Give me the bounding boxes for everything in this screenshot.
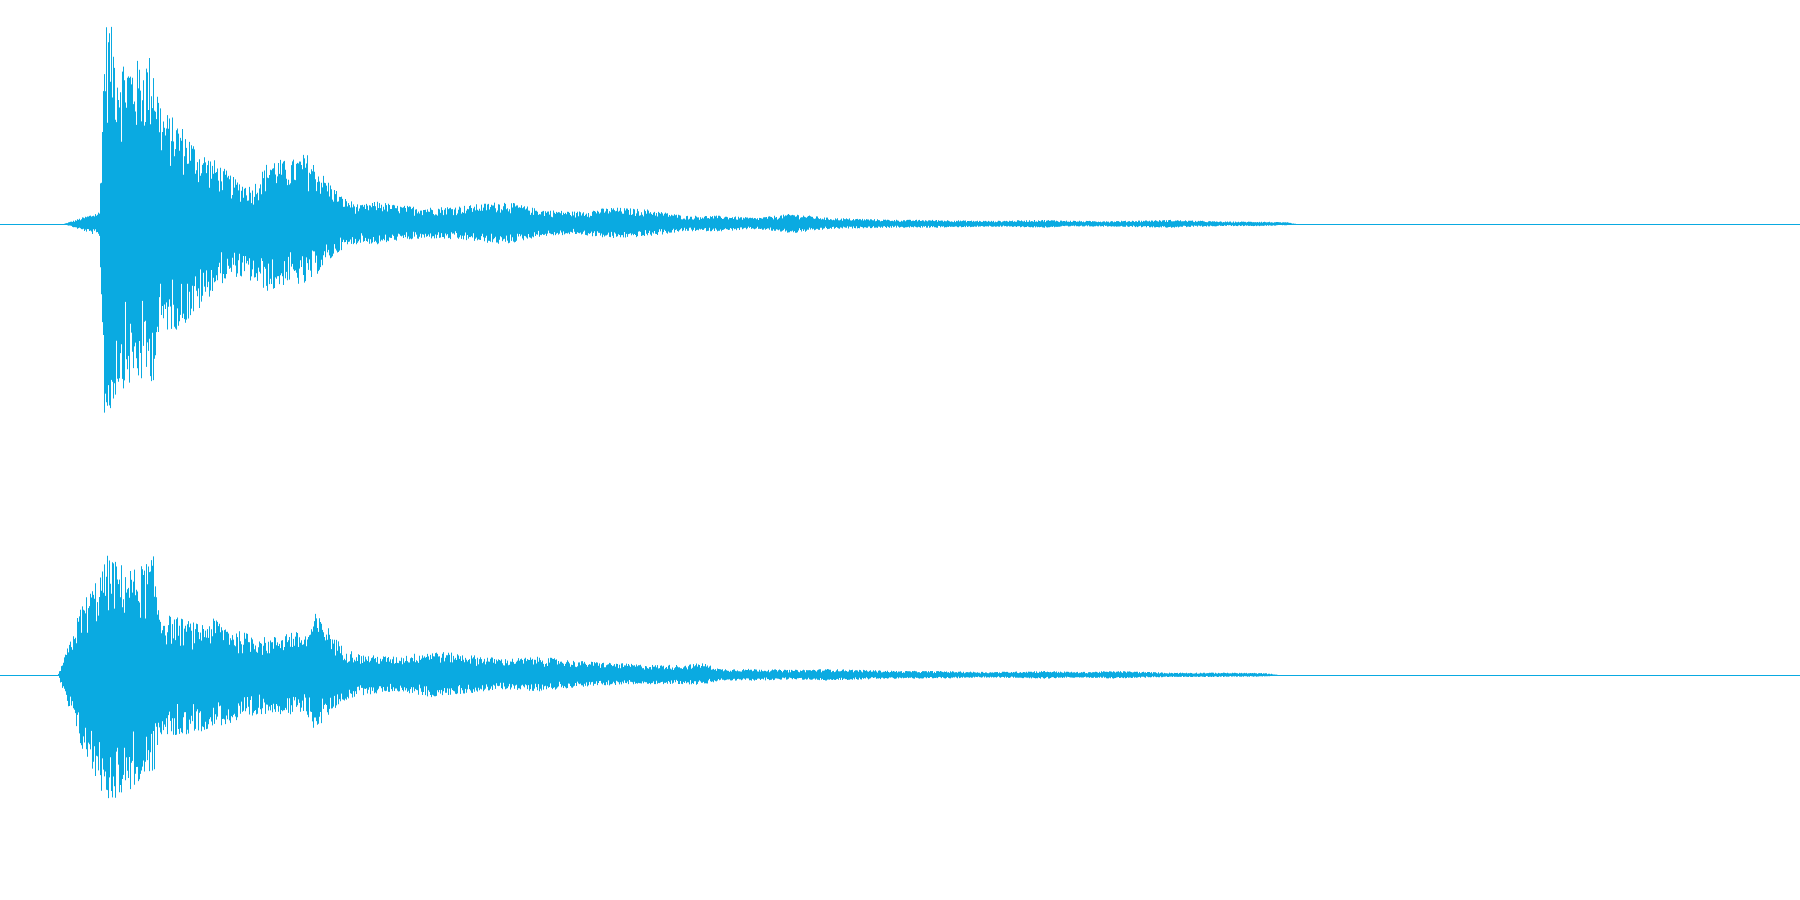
channel-bottom-group bbox=[0, 555, 1800, 799]
channel-bottom-waveform bbox=[58, 555, 1278, 799]
channel-top-waveform bbox=[64, 26, 1296, 413]
channel-top-group bbox=[0, 26, 1800, 413]
